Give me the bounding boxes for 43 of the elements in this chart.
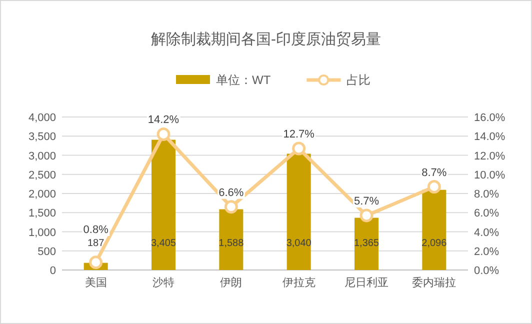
y2-tick-label: 6.0% [474,208,500,220]
x-tick-label: 美国 [84,276,107,289]
x-tick-label: 尼日利亚 [344,276,388,289]
x-tick-label: 委内瑞拉 [412,276,456,289]
y-tick-label: 3,500 [28,131,56,144]
data-label: 14.2% [148,114,180,126]
data-label: 5.7% [354,195,380,208]
y2-tick-label: 4.0% [474,226,500,239]
y-tick-label: 1,500 [28,208,56,220]
x-tick-label: 沙特 [152,276,174,289]
y-tick-label: 1,000 [28,226,56,239]
y2-tick-label: 12.0% [474,150,506,162]
x-tick-label: 伊朗 [220,276,242,289]
data-label: 187 [87,238,105,249]
y-tick-label: 4,000 [28,112,56,124]
y2-tick-label: 2.0% [474,246,500,258]
chart-title: 解除制裁期间各国-印度原油贸易量 [151,31,381,48]
bar [286,154,311,270]
point [156,127,170,141]
y-tick-label: 0 [50,265,56,277]
legend-label: 占比 [346,73,371,87]
bar [422,190,446,270]
data-label: 8.7% [422,166,447,179]
y-tick-label: 500 [38,246,56,258]
point [224,200,238,214]
data-label: 0.8% [83,224,109,236]
data-label: 6.6% [218,186,244,199]
y2-tick-label: 10.0% [474,169,506,182]
x-tick-label: 伊拉克 [282,276,316,289]
y2-tick-label: 14.0% [474,131,506,144]
y-tick-label: 3,000 [28,150,56,162]
bar [152,140,176,270]
y2-tick-label: 16.0% [474,112,506,124]
point [89,256,103,270]
point [292,142,306,156]
y2-tick-label: 8.0% [474,188,500,200]
y-tick-label: 2,500 [28,169,56,182]
point [427,180,441,194]
y-tick-label: 2,000 [28,188,56,200]
data-label: 12.7% [283,128,315,141]
point [360,208,374,222]
y2-tick-label: 0.0% [474,265,500,277]
legend-label: 单位：WT [216,73,272,87]
